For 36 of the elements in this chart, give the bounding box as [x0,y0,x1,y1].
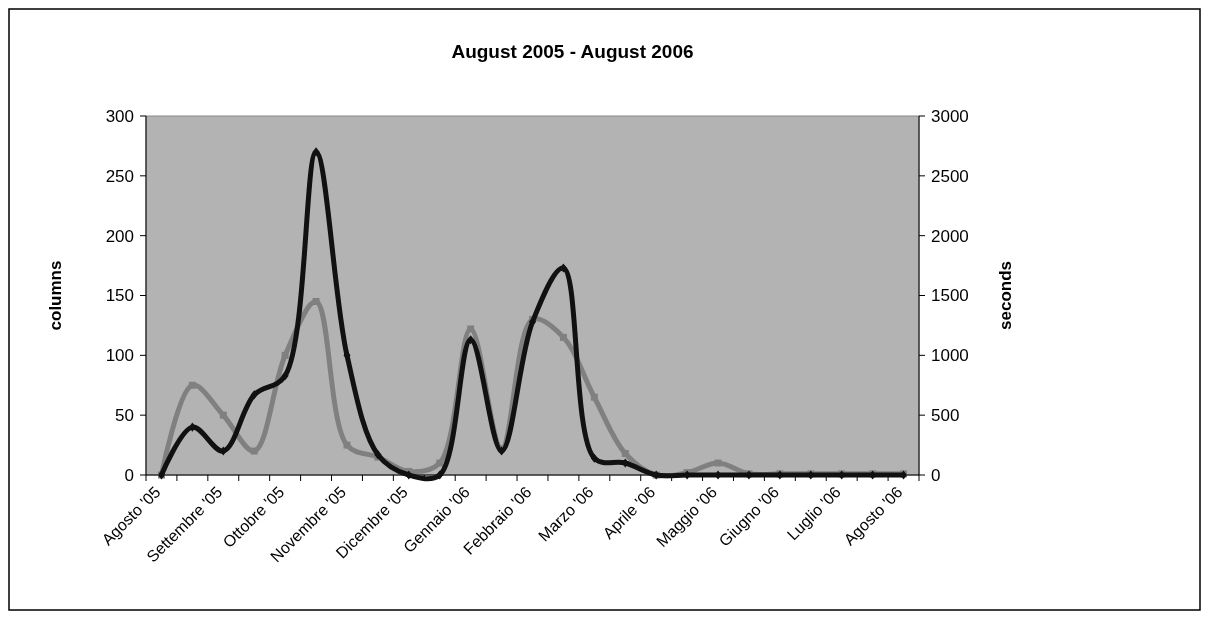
point [559,333,567,341]
y2-tick-label: 500 [931,406,960,426]
point [714,459,722,467]
point [529,317,536,327]
y-tick-label: 0 [124,465,134,485]
y-tick-label: 150 [105,286,134,306]
y2-tick-label: 3000 [931,106,969,126]
point [250,447,258,455]
point [281,371,289,381]
y-axis-title: columns [46,260,65,331]
y-tick-label: 200 [105,226,134,246]
y-tick-label: 300 [105,106,134,126]
point [621,449,629,457]
chart-title: August 2005 - August 2006 [451,41,694,62]
point [281,351,289,359]
y2-tick-label: 2500 [931,166,969,186]
point [436,470,444,480]
point [219,411,227,419]
y-tick-label: 50 [115,406,134,426]
point [590,393,598,401]
point [343,441,351,449]
y2-tick-label: 0 [931,465,941,485]
y-tick-label: 100 [105,346,134,366]
point [467,335,475,345]
point [312,297,320,305]
point [188,381,196,389]
y2-axis-title: seconds [996,261,1015,330]
y2-tick-label: 1500 [931,286,969,306]
point [250,390,258,400]
point [590,453,598,463]
point [467,325,475,333]
y2-tick-label: 2000 [931,226,969,246]
point [436,459,444,467]
y-tick-label: 250 [105,166,134,186]
y2-tick-label: 1000 [931,346,969,366]
point [312,147,320,157]
